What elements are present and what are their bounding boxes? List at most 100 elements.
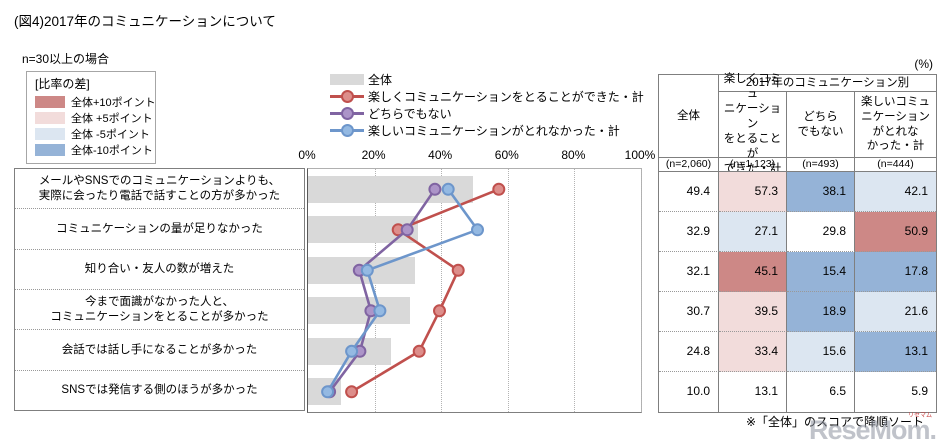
table-value-cell: 27.1	[719, 212, 787, 252]
x-tick-label: 20%	[361, 148, 386, 162]
x-tick-label: 0%	[298, 148, 316, 162]
table-value-cell: 38.1	[787, 172, 855, 212]
gridline	[574, 169, 576, 412]
plot-area	[307, 168, 642, 413]
table-value-cell: 49.4	[659, 172, 719, 212]
category-label-box: メールやSNSでのコミュニケーションよりも、 実際に会ったり電話で話すことの方が…	[14, 168, 305, 411]
series-line	[328, 188, 436, 393]
data-point-marker	[373, 304, 387, 318]
table-value-cell: 30.7	[659, 292, 719, 332]
page-title: (図4)2017年のコミュニケーションについて	[14, 14, 276, 29]
x-tick-label: 60%	[494, 148, 519, 162]
diff-legend-title: [比率の差]	[35, 77, 90, 91]
data-table: 2017年のコミュニケーション別 全体 楽しくコミュ ニケーション をとることが で…	[658, 73, 937, 413]
table-value-cell: 57.3	[719, 172, 787, 212]
table-value-cell: 39.5	[719, 292, 787, 332]
diff-legend-label: 全体 -5ポイント	[71, 129, 150, 141]
line-marker-swatch	[330, 106, 364, 121]
total-bar	[308, 297, 411, 325]
sort-note: ※「全体」のスコアで降順ソート	[746, 415, 925, 429]
percent-unit-label: (%)	[914, 57, 933, 71]
category-label: メールやSNSでのコミュニケーションよりも、 実際に会ったり電話で話すことの方が…	[15, 169, 304, 210]
table-value-cell: 42.1	[855, 172, 936, 212]
category-label: SNSでは発信する側のほうが多かった	[61, 383, 258, 396]
data-point-marker	[345, 344, 359, 358]
data-point-marker	[321, 385, 335, 399]
watermark: リセマム ReseMom.	[808, 413, 937, 446]
data-point-marker	[471, 223, 484, 237]
x-tick-label: 100%	[624, 148, 656, 162]
watermark-text: ReseMom.	[808, 415, 937, 445]
diff-legend-swatch	[35, 96, 65, 108]
gridline	[441, 169, 443, 412]
table-value-cell: 33.4	[719, 332, 787, 372]
table-value-cell: 18.9	[787, 292, 855, 332]
data-point-marker	[345, 385, 359, 399]
table-value-cell: 21.6	[855, 292, 936, 332]
gridline	[374, 169, 376, 412]
diff-legend-item: 全体 +5ポイント	[35, 110, 153, 126]
table-value-cell: 50.9	[855, 212, 936, 252]
data-point-marker	[412, 344, 426, 358]
table-col-header: どちら でもない	[787, 92, 855, 158]
chart-legend-item: 全体	[330, 71, 644, 88]
line-series-overlay	[321, 182, 506, 399]
gridline	[507, 169, 509, 412]
chart-legend-item: 楽しくコミュニケーションをとることができた・計	[330, 88, 644, 105]
diff-legend-label: 全体+10ポイント	[71, 97, 156, 109]
table-value-cell: 29.8	[787, 212, 855, 252]
table-group-header: 2017年のコミュニケーション別	[719, 75, 936, 92]
diff-legend-swatch	[35, 144, 65, 156]
data-point-marker	[360, 263, 374, 277]
category-label: コミュニケーションの量が足りなかった	[15, 209, 304, 250]
data-point-marker	[428, 182, 442, 196]
chart-legend-label: 楽しいコミュニケーションがとれなかった・計	[368, 124, 620, 138]
table-n-cell: (n=493)	[787, 158, 855, 172]
table-value-cell: 32.9	[659, 212, 719, 252]
series-line	[326, 188, 480, 393]
x-tick-label: 80%	[561, 148, 586, 162]
data-point-marker	[400, 223, 414, 237]
table-n-cell: (n=2,060)	[659, 158, 719, 172]
table-value-cell: 24.8	[659, 332, 719, 372]
diff-legend-items: 全体+10ポイント 全体 +5ポイント 全体 -5ポイント 全体-10ポイント	[35, 94, 156, 158]
chart-legend-label: 全体	[368, 73, 393, 87]
table-col-header: 楽しくコミュ ニケーション をとることが できた・計	[719, 73, 787, 175]
table-col-header: 楽しいコミュ ニケーション がとれな かった・計	[855, 92, 936, 158]
bar-swatch	[330, 74, 364, 85]
table-value-cell: 13.1	[855, 332, 936, 372]
table-value-cell: 15.4	[787, 252, 855, 292]
diff-legend-item: 全体+10ポイント	[35, 94, 156, 110]
data-point-marker	[492, 182, 506, 196]
diff-legend-item: 全体-10ポイント	[35, 142, 153, 158]
gridline	[641, 169, 642, 412]
table-value-cell: 6.5	[787, 372, 855, 412]
data-point-marker	[441, 182, 455, 196]
series-line	[350, 188, 500, 393]
table-n-cell: (n=444)	[855, 158, 936, 172]
data-point-marker	[451, 263, 465, 277]
table-value-cell: 10.0	[659, 372, 719, 412]
diff-legend-swatch	[35, 128, 65, 140]
table-value-cell: 17.8	[855, 252, 936, 292]
diff-legend-swatch	[35, 112, 65, 124]
table-value-cell: 15.6	[787, 332, 855, 372]
x-tick-label: 40%	[428, 148, 453, 162]
legend-dot	[341, 124, 354, 137]
table-value-cell: 5.9	[911, 384, 928, 399]
line-marker-swatch	[330, 89, 364, 104]
legend-dot	[341, 107, 354, 120]
table-value-cell: 45.1	[719, 252, 787, 292]
chart-legend-label: 楽しくコミュニケーションをとることができた・計	[368, 90, 644, 104]
category-label: 今まで面識がなかった人と、 コミュニケーションをとることが多かった	[15, 290, 304, 331]
chart-legend-label: どちらでもない	[368, 107, 452, 121]
diff-legend-label: 全体 +5ポイント	[71, 113, 153, 125]
table-n-cell: (n=1,123)	[719, 158, 787, 172]
chart-legend-item: 楽しいコミュニケーションがとれなかった・計	[330, 122, 644, 139]
category-label: 知り合い・友人の数が増えた	[15, 250, 304, 290]
legend-dot	[341, 90, 354, 103]
diff-legend-label: 全体-10ポイント	[71, 145, 153, 157]
category-label: 会話では話し手になることが多かった	[15, 330, 304, 371]
chart-legend: 全体楽しくコミュニケーションをとることができた・計 どちらでもない楽しいコミュニケ…	[330, 71, 644, 139]
